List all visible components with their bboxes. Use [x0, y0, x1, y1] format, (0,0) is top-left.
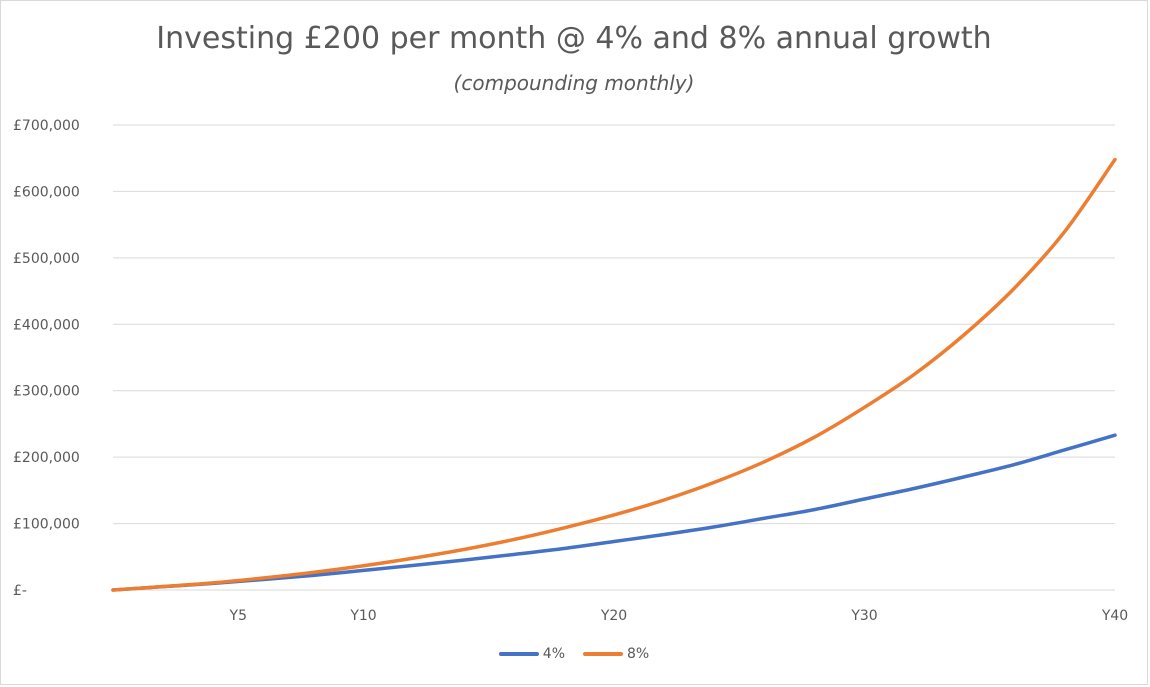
legend-swatch	[498, 652, 539, 656]
x-tick-label: Y20	[600, 608, 627, 624]
x-tick-label: Y30	[850, 608, 877, 624]
y-tick-label: £500,000	[13, 251, 80, 267]
series-line-2	[111, 157, 1117, 592]
legend-swatch	[583, 652, 623, 656]
y-tick-label: £700,000	[13, 118, 80, 134]
y-tick-label: £200,000	[13, 450, 80, 466]
x-tick-label: Y10	[349, 608, 376, 624]
x-tick-label: Y5	[229, 608, 247, 624]
legend-label: 8%	[627, 646, 650, 662]
x-tick-label: Y40	[1101, 608, 1128, 624]
y-tick-label: £400,000	[13, 317, 80, 333]
legend: 4% 8%	[1, 646, 1147, 662]
legend-entry-1: 4%	[498, 646, 565, 662]
chart-title: Investing £200 per month @ 4% and 8% ann…	[156, 21, 992, 56]
legend-entry-2: 8%	[583, 646, 649, 662]
y-tick-label: £100,000	[13, 517, 80, 533]
series-line-1	[111, 433, 1117, 592]
y-tick-label: £300,000	[13, 384, 80, 400]
chart-subtitle: (compounding monthly)	[453, 71, 695, 95]
y-tick-label: £-	[13, 583, 27, 599]
legend-label: 4%	[542, 646, 565, 662]
y-tick-label: £600,000	[13, 184, 80, 200]
